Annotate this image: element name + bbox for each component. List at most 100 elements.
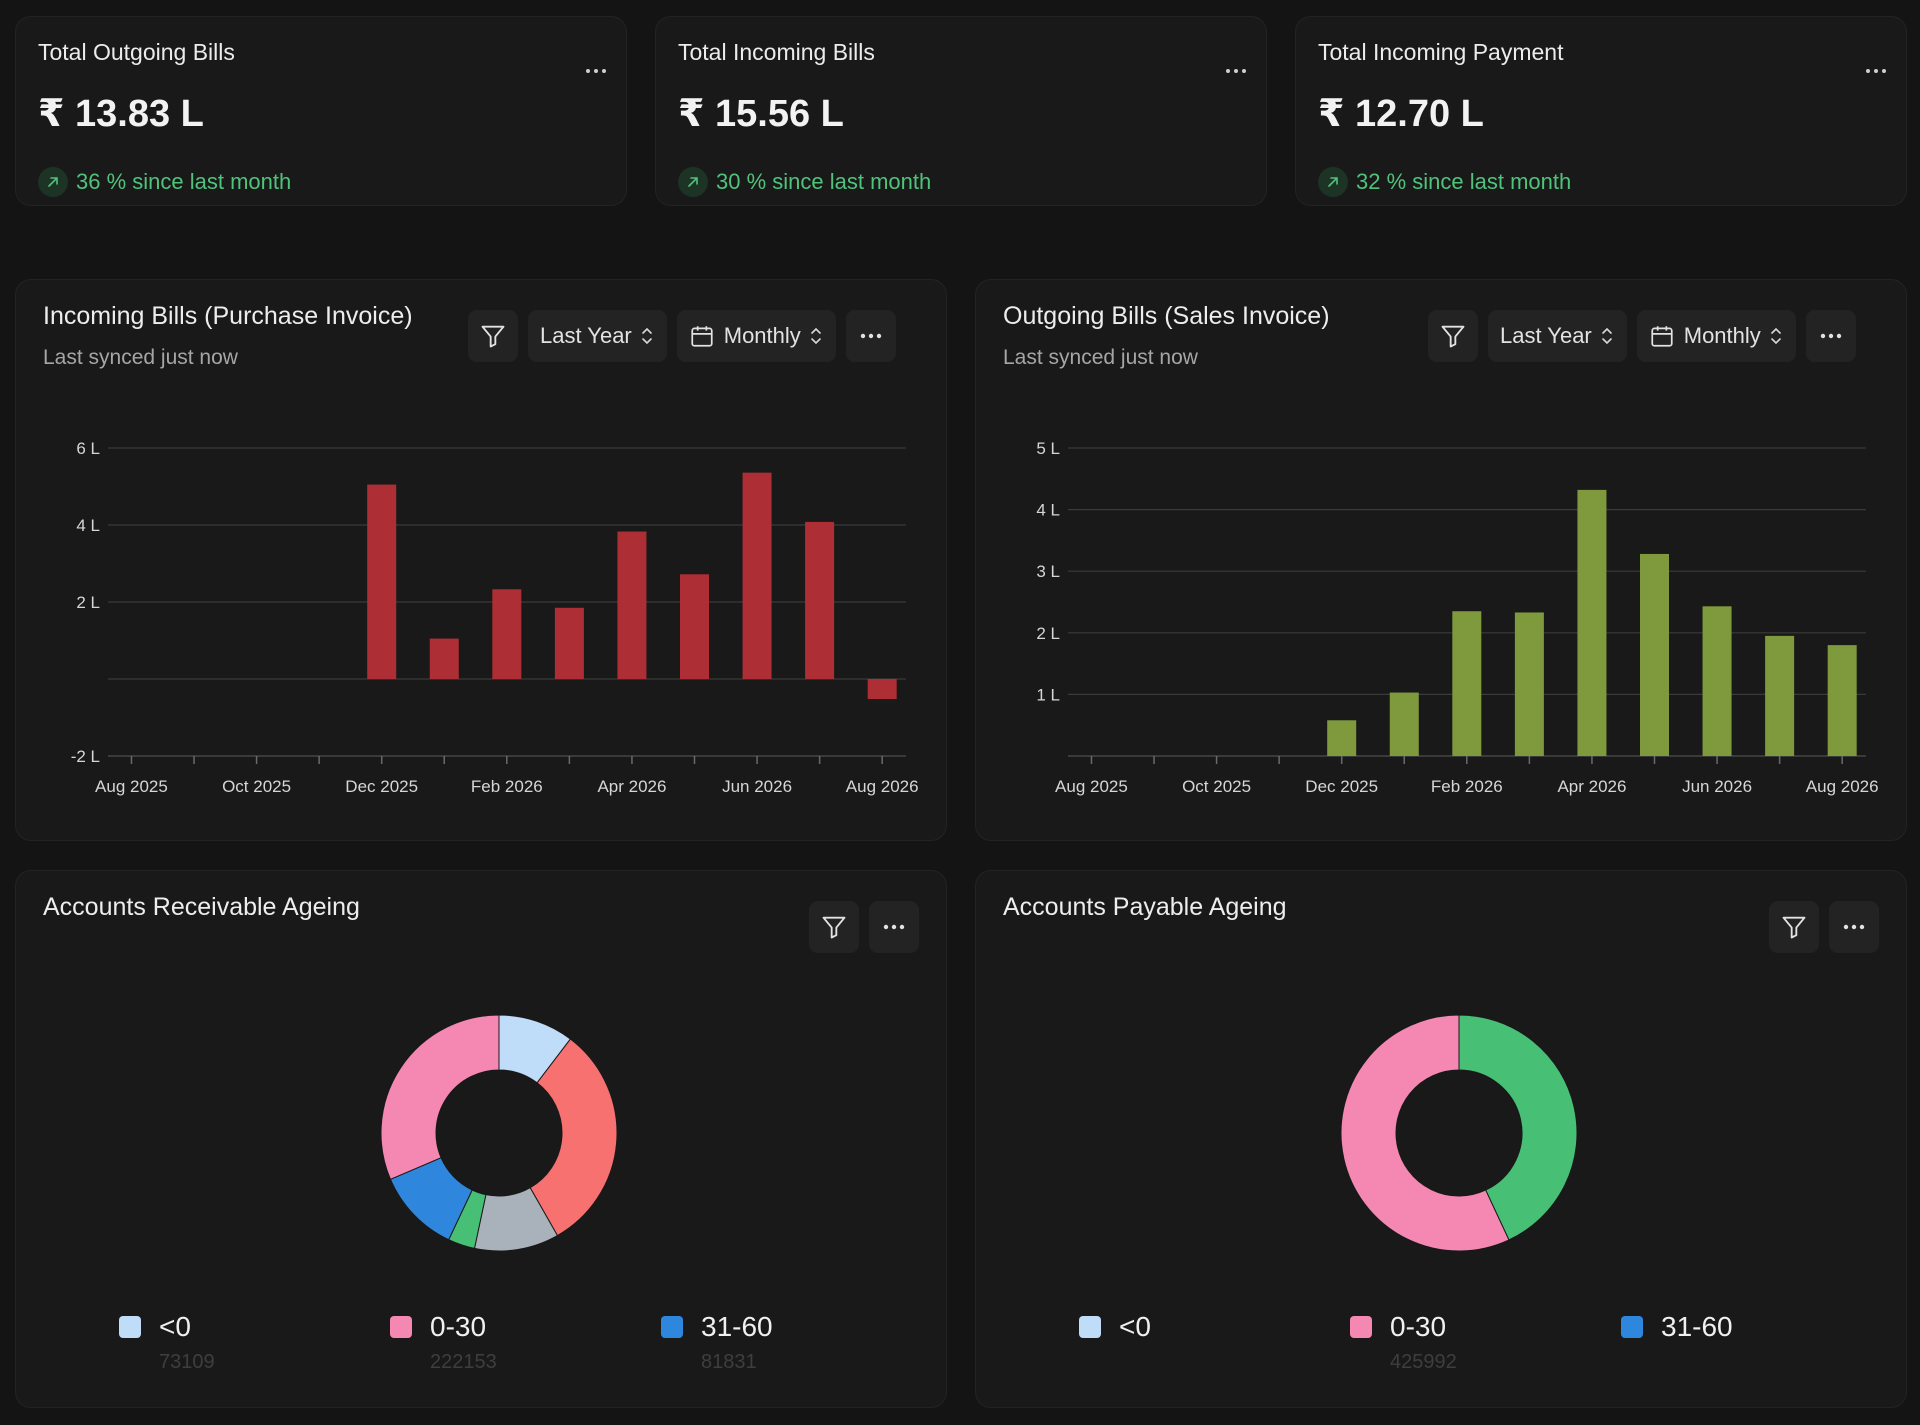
chart-toolbar [809,901,919,953]
legend-swatch [1350,1316,1372,1338]
x-tick-label: Aug 2026 [1806,777,1879,796]
y-tick-label: 6 L [76,439,100,458]
payable-donut-chart [1340,1014,1578,1252]
stat-card-incoming: Total Incoming Bills ₹ 15.56 L 30 % sinc… [655,16,1267,206]
date-range-select[interactable]: Last Year [1488,310,1627,362]
legend-label: <0 [159,1311,191,1342]
bar[interactable] [1452,611,1482,756]
more-dots-icon [1226,69,1246,73]
x-tick-label: Oct 2025 [1182,777,1251,796]
more-options-button[interactable] [1858,58,1894,84]
stat-title: Total Outgoing Bills [38,39,235,65]
stat-value: ₹ 15.56 L [678,93,844,135]
bar[interactable] [492,589,522,679]
bar[interactable] [805,521,835,679]
y-tick-label: 5 L [1036,439,1060,458]
receivable-donut-chart [380,1014,618,1252]
y-tick-label: 4 L [1036,501,1060,520]
card-title: Outgoing Bills (Sales Invoice) [1003,302,1330,330]
bar[interactable] [680,574,709,679]
bar[interactable] [1389,692,1419,756]
stat-trend: 32 % since last month [1318,167,1571,197]
bar[interactable] [1327,720,1357,756]
more-options-button[interactable] [869,901,919,953]
more-options-button[interactable] [845,310,896,362]
bar[interactable] [429,638,459,679]
x-tick-label: Dec 2025 [345,777,418,796]
chevron-up-down-icon [1601,327,1612,345]
bar[interactable] [742,472,772,679]
legend-item: 0-30 222153 [390,1311,497,1375]
more-options-button[interactable] [1829,901,1879,953]
more-options-button[interactable] [578,58,614,84]
donut-slice[interactable] [1340,1014,1510,1252]
y-tick-label: 1 L [1036,685,1060,704]
more-options-button[interactable] [1218,58,1254,84]
outgoing-bills-card: Outgoing Bills (Sales Invoice) Last sync… [975,279,1907,841]
card-title: Incoming Bills (Purchase Invoice) [43,302,413,330]
more-options-button[interactable] [1805,310,1856,362]
bar[interactable] [1702,606,1732,756]
bar[interactable] [554,607,584,679]
chevron-up-down-icon [810,327,821,345]
y-tick-label: 4 L [76,516,100,535]
bar[interactable] [617,531,647,679]
y-tick-label: 2 L [76,593,100,612]
legend-label: 31-60 [701,1311,773,1342]
filter-button[interactable] [1428,310,1478,362]
bar[interactable] [1514,612,1544,756]
stat-title: Total Incoming Payment [1318,39,1564,65]
chart-legend: <0 0-30 425992 31-60 [976,1311,1906,1373]
more-dots-icon [860,333,881,339]
filter-button[interactable] [468,310,518,362]
bar[interactable] [1765,635,1795,756]
more-dots-icon [883,924,905,930]
stat-trend: 36 % since last month [38,167,291,197]
x-tick-label: Oct 2025 [222,777,291,796]
donut-slice[interactable] [1458,1014,1578,1241]
filter-button[interactable] [809,901,859,953]
interval-select[interactable]: Monthly [1636,310,1796,362]
incoming-bills-bar-chart: 6 L 4 L 2 L -2 L Aug 2025 Oct 2025 Dec 2025 Feb… [71,439,919,796]
legend-label: 0-30 [430,1311,487,1342]
stat-value: ₹ 12.70 L [1318,93,1484,135]
x-tick-label: Dec 2025 [1305,777,1378,796]
legend-value: 81831 [701,1351,757,1373]
more-dots-icon [1843,924,1865,930]
bar[interactable] [867,679,897,700]
stat-value: ₹ 13.83 L [38,93,204,135]
stat-trend-text: 32 % since last month [1356,169,1572,194]
legend-label: 0-30 [1390,1311,1447,1342]
interval-select[interactable]: Monthly [676,310,836,362]
legend-label: 31-60 [1661,1311,1733,1342]
payable-ageing-card: Accounts Payable Ageing <0 0-30 425992 3… [975,870,1907,1408]
x-tick-label: Apr 2026 [1557,777,1626,796]
legend-value [1119,1351,1151,1375]
filter-icon [822,916,846,939]
bar[interactable] [1827,645,1857,756]
x-tick-label: Feb 2026 [471,777,543,796]
filter-button[interactable] [1769,901,1819,953]
bar[interactable] [367,484,397,679]
date-range-label: Last Year [540,323,632,348]
filter-icon [481,325,505,348]
legend-value: 425992 [1390,1351,1457,1373]
legend-swatch [1621,1316,1643,1338]
legend-item: <0 [1079,1311,1151,1375]
legend-item: 31-60 [1621,1311,1733,1375]
legend-swatch [1079,1316,1101,1338]
legend-label: <0 [1119,1311,1151,1342]
card-title: Accounts Receivable Ageing [43,893,360,921]
receivable-ageing-card: Accounts Receivable Ageing <0 73109 0-30… [15,870,947,1408]
legend-item: 31-60 81831 [661,1311,773,1375]
y-tick-label: -2 L [71,747,100,766]
bar[interactable] [1577,489,1607,756]
donut-slice[interactable] [380,1014,500,1180]
donut-slice[interactable] [529,1038,618,1237]
arrow-up-right-icon [38,167,68,197]
card-subtitle: Last synced just now [1003,346,1198,369]
legend-item: 0-30 425992 [1350,1311,1457,1375]
bar[interactable] [1640,553,1669,756]
y-tick-label: 2 L [1036,624,1060,643]
date-range-select[interactable]: Last Year [528,310,667,362]
